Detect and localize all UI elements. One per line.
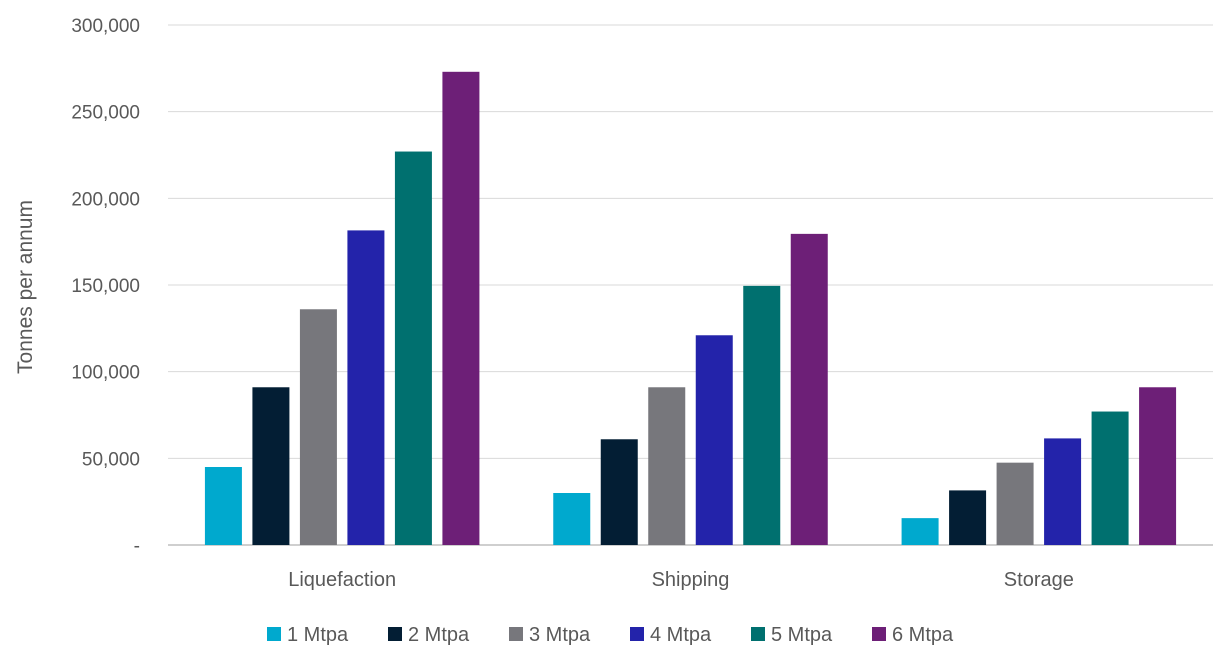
y-tick-label: 200,000: [71, 189, 140, 210]
bar: [901, 518, 939, 545]
bar: [743, 285, 781, 545]
bar: [347, 230, 385, 545]
bar: [648, 387, 686, 545]
legend: 1 Mtpa 2 Mtpa 3 Mtpa 4 Mtpa 5 Mtpa 6 Mtpa: [267, 624, 954, 646]
y-tick-label: 50,000: [82, 449, 140, 470]
legend-swatch: [630, 627, 644, 641]
bar: [394, 151, 432, 546]
bar: [252, 387, 290, 545]
bar: [1044, 438, 1082, 545]
gridlines: [168, 24, 1213, 546]
y-tick-label: 250,000: [71, 103, 140, 124]
bar: [996, 462, 1034, 545]
bar: [204, 467, 242, 545]
x-tick-label: Shipping: [652, 569, 730, 591]
x-tick-label: Storage: [1004, 569, 1074, 591]
bar: [600, 439, 638, 545]
legend-swatch: [267, 627, 281, 641]
legend-label: 4 Mtpa: [650, 624, 712, 646]
legend-label: 6 Mtpa: [892, 624, 954, 646]
bar: [299, 309, 337, 545]
y-tick-label: 300,000: [71, 16, 140, 37]
bar: [442, 71, 480, 546]
bar: [553, 493, 591, 545]
y-axis-ticks: - 50,000 100,000 150,000 200,000 250,000 300,0…: [71, 16, 140, 557]
legend-swatch: [751, 627, 765, 641]
legend-swatch: [872, 627, 886, 641]
y-tick-label: 150,000: [71, 276, 140, 297]
bar: [790, 233, 828, 545]
bar: [1091, 411, 1129, 545]
legend-label: 5 Mtpa: [771, 624, 833, 646]
y-tick-label: -: [134, 536, 140, 557]
y-axis-label: Tonnes per annum: [14, 200, 37, 374]
x-tick-label: Liquefaction: [288, 569, 396, 591]
legend-label: 2 Mtpa: [408, 624, 470, 646]
bar: [949, 490, 987, 545]
legend-label: 3 Mtpa: [529, 624, 591, 646]
bars: [204, 71, 1177, 546]
bar: [695, 335, 733, 545]
legend-swatch: [509, 627, 523, 641]
legend-label: 1 Mtpa: [287, 624, 349, 646]
y-tick-label: 100,000: [71, 363, 140, 384]
bar: [1139, 387, 1177, 545]
x-axis-ticks: Liquefaction Shipping Storage: [288, 569, 1074, 591]
legend-swatch: [388, 627, 402, 641]
